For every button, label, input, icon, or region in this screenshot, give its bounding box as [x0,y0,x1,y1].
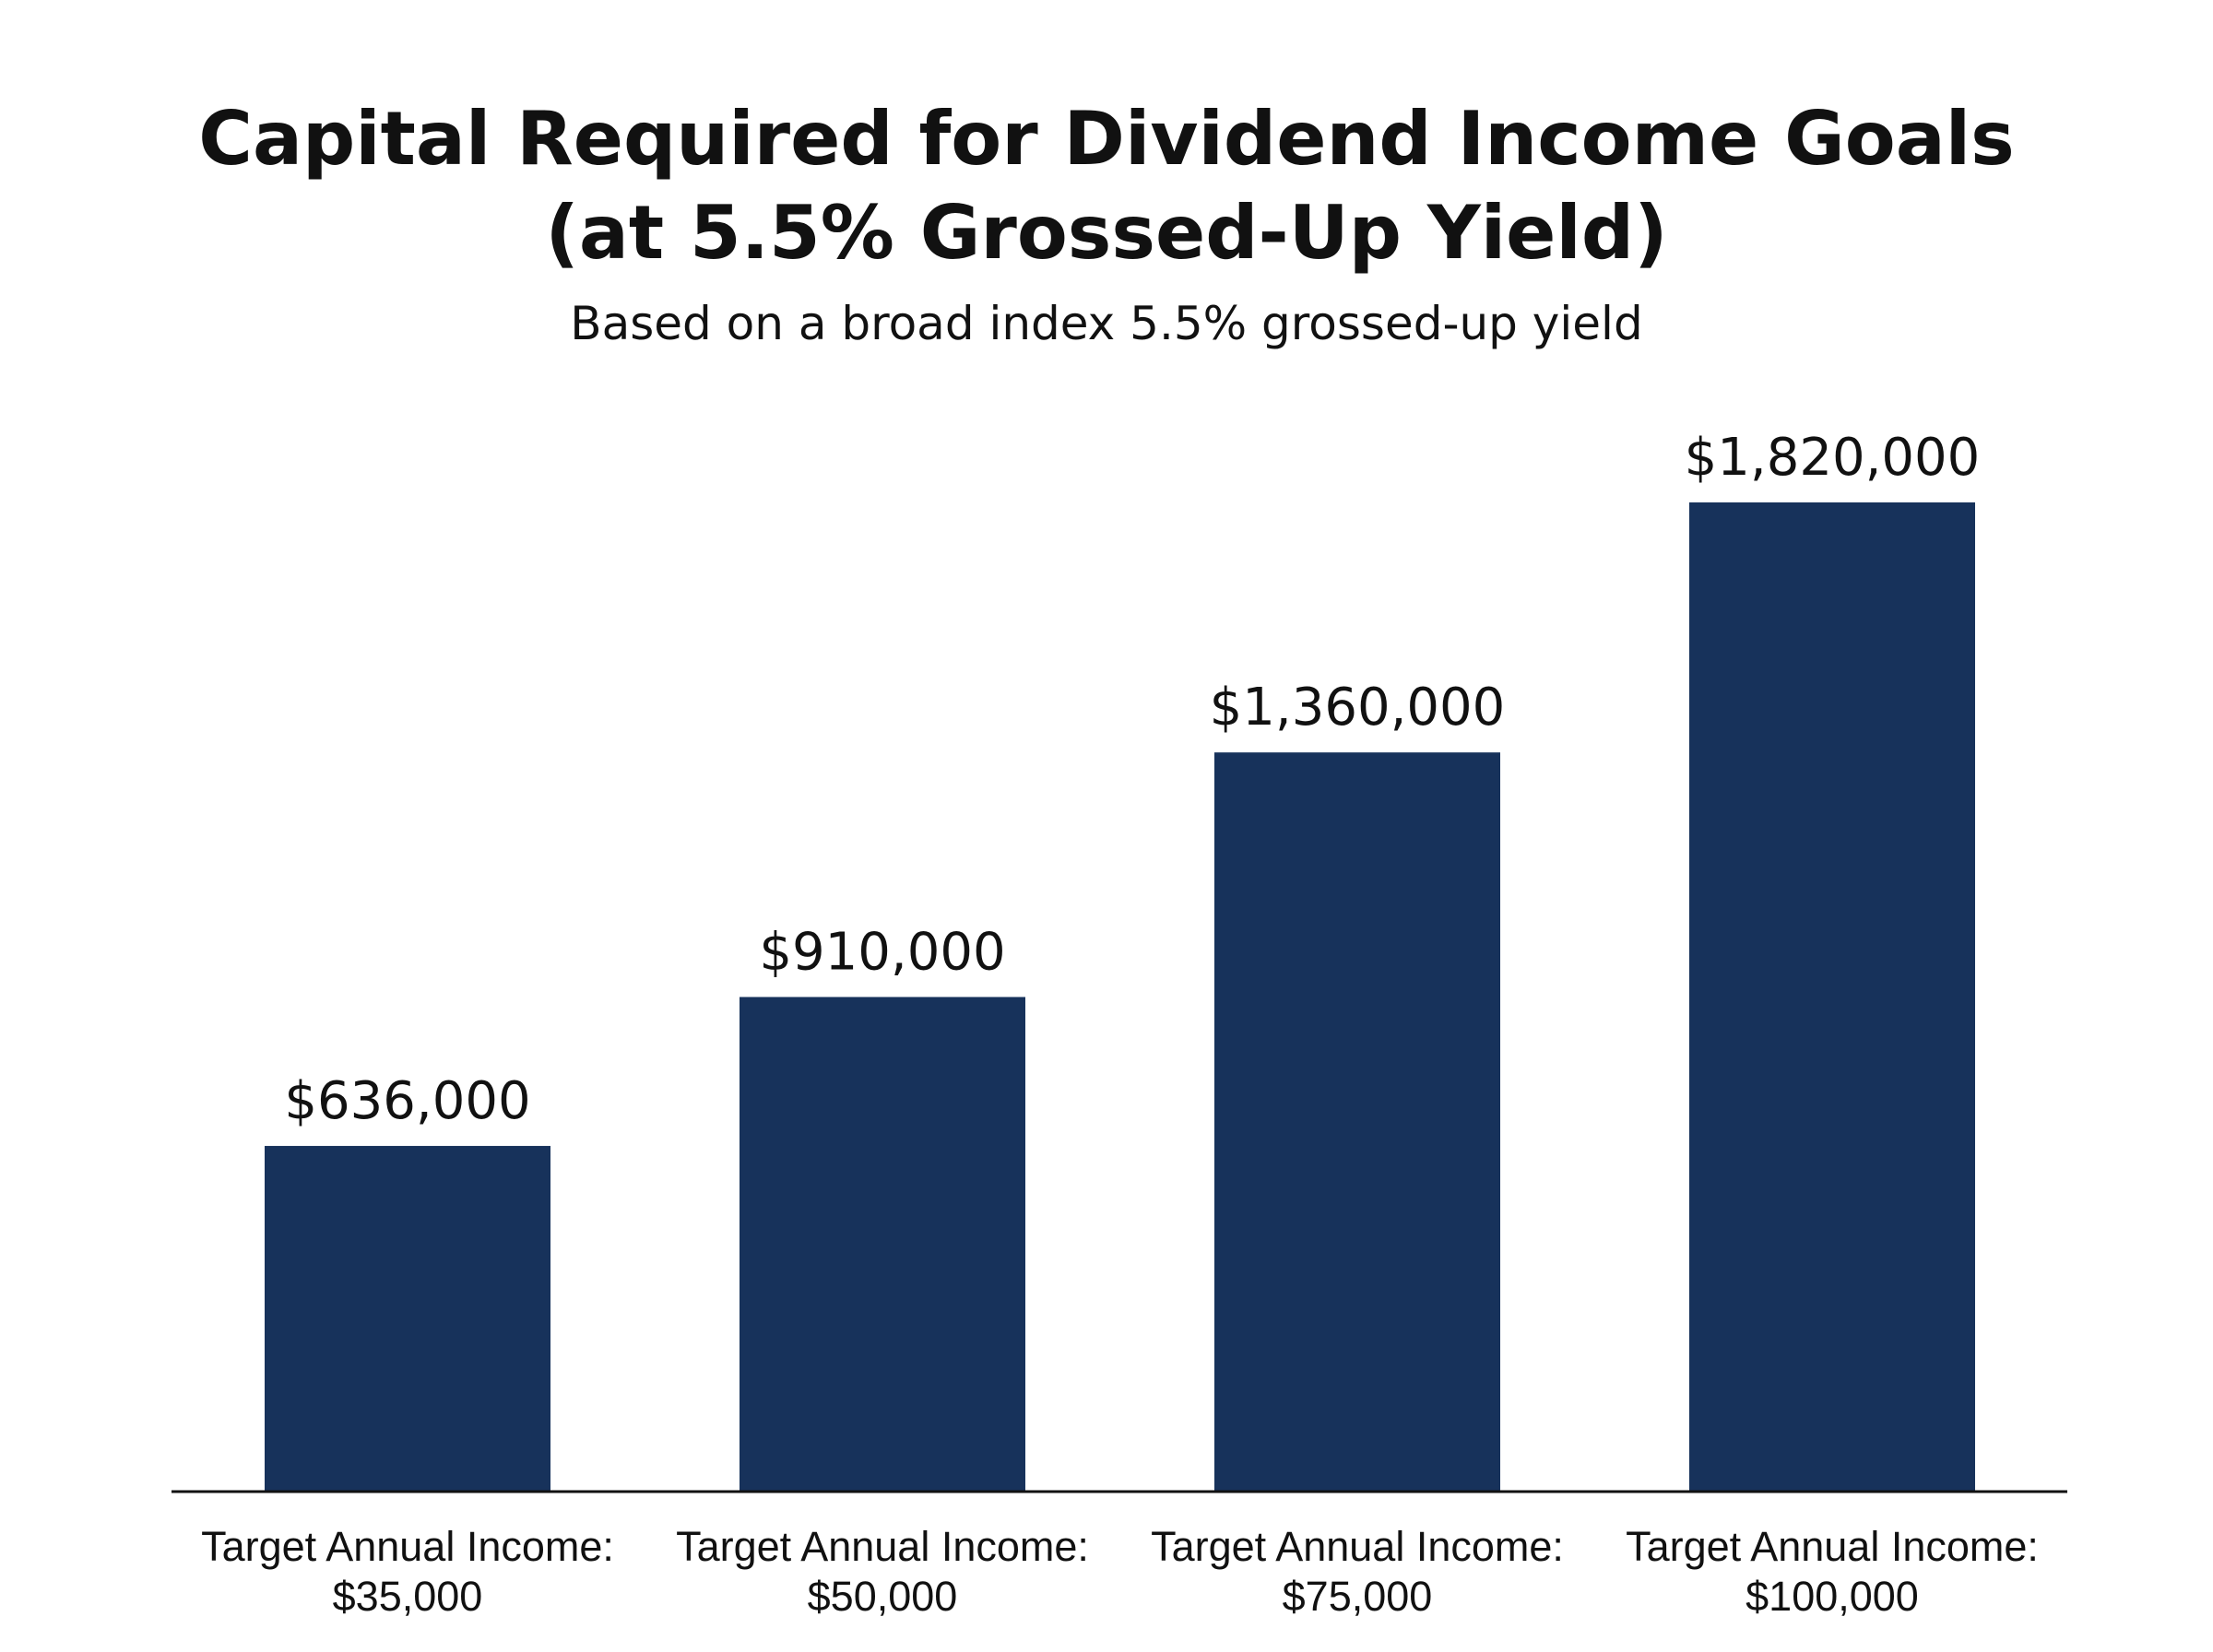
bar-value-label-4: $1,820,000 [1685,428,1981,488]
bar-value-label-3: $1,360,000 [1210,678,1506,738]
bar-2 [740,997,1025,1492]
category-label-2-line-1: Target Annual Income: [676,1523,1089,1570]
chart-title-line-2: (at 5.5% Grossed-Up Yield) [545,190,1668,276]
bars-group [265,502,1975,1492]
bar-value-label-1: $636,000 [284,1071,530,1131]
chart-subtitle: Based on a broad index 5.5% grossed-up y… [570,297,1643,350]
bar-4 [1689,502,1975,1492]
category-label-1-line-2: $35,000 [333,1573,483,1620]
category-label-2-line-2: $50,000 [808,1573,958,1620]
bar-1 [265,1146,550,1492]
category-label-1-line-1: Target Annual Income: [201,1523,614,1570]
category-label-4-line-2: $100,000 [1746,1573,1919,1620]
category-label-3-line-1: Target Annual Income: [1151,1523,1564,1570]
value-labels-group: $636,000 $910,000 $1,360,000 $1,820,000 [284,428,1980,1131]
chart-title: Capital Required for Dividend Income Goa… [0,92,2213,280]
bar-3 [1214,752,1500,1492]
category-label-3-line-2: $75,000 [1283,1573,1433,1620]
category-label-4-line-1: Target Annual Income: [1626,1523,2039,1570]
bar-value-label-2: $910,000 [759,923,1005,983]
chart-title-line-1: Capital Required for Dividend Income Goa… [198,96,2015,182]
